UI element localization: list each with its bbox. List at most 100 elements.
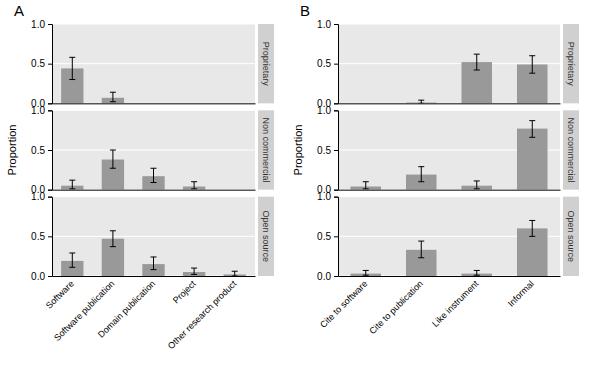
error-bar-cap [474, 270, 480, 271]
tick: 0.5 [31, 58, 52, 69]
error-bar [474, 270, 480, 275]
strip [563, 197, 579, 276]
error-bar-cap [363, 181, 369, 182]
axis-line [48, 111, 53, 190]
bar [517, 129, 548, 190]
x-axis [53, 190, 256, 191]
tick-mark [48, 150, 52, 151]
error-bar [529, 56, 535, 73]
error-bar [191, 182, 197, 189]
error-bar-stem [234, 271, 235, 276]
error-bar [151, 257, 157, 270]
tick-mark [334, 197, 338, 198]
axis-line [334, 25, 339, 104]
error-bar-stem [112, 150, 113, 168]
y-axis: 0.00.51.0 [317, 191, 338, 281]
error-bar-stem [365, 270, 366, 275]
tick-label: 0.0 [31, 271, 45, 282]
error-bar-cap [474, 180, 480, 181]
error-bar-cap [529, 137, 535, 138]
tick: 1.0 [317, 191, 338, 202]
error-bar-stem [532, 56, 533, 73]
y-axis-title: Proportion [6, 125, 18, 176]
tick-label: Like instrument [430, 278, 481, 329]
tick-mark [48, 110, 52, 111]
tick: Cite to software [318, 276, 369, 330]
tick: Domain publication [96, 276, 157, 340]
error-bar-cap [69, 188, 75, 189]
tick: 0.5 [317, 231, 338, 242]
error-bar-stem [194, 268, 195, 274]
tick-label: 0.5 [31, 58, 45, 69]
tick-mark [48, 64, 52, 65]
grid [338, 110, 560, 189]
axis-line [48, 25, 53, 104]
grid [52, 110, 255, 189]
axis-line [339, 103, 561, 104]
error-bar-cap [529, 220, 535, 221]
facet: 0.00.51.0 [31, 19, 255, 109]
facet: 0.00.51.0Cite to softwareCite to publica… [317, 191, 560, 336]
tick: 0.5 [317, 145, 338, 156]
x-axis [339, 190, 561, 191]
marks [61, 231, 246, 276]
strip [258, 197, 274, 276]
tick-label: Other research product [166, 278, 239, 351]
error-bar-cap [110, 150, 116, 151]
tick: 1.0 [31, 19, 52, 30]
error-bar [474, 54, 480, 70]
grid [338, 24, 560, 103]
bar [224, 189, 246, 190]
tick-label: 1.0 [31, 191, 45, 202]
chart: A0.00.51.0Proprietary0.00.51.0Non commer… [0, 0, 600, 379]
grid-line [52, 24, 255, 25]
error-bar-stem [72, 180, 73, 189]
tick-mark [48, 103, 52, 104]
strip [563, 110, 579, 189]
error-bar-cap [151, 256, 157, 257]
strip-label: Proprietary [566, 42, 576, 87]
error-bar-stem [72, 253, 73, 267]
bar [183, 103, 205, 104]
error-bar [69, 253, 75, 267]
tick-label: 1.0 [317, 105, 331, 116]
error-bar-cap [69, 57, 75, 58]
tick: Other research product [166, 276, 239, 351]
panel-title: B [300, 2, 310, 19]
tick-mark [334, 150, 338, 151]
plot-background [338, 110, 560, 189]
tick-label: 1.0 [317, 19, 331, 30]
tick: 0.5 [317, 58, 338, 69]
axis-line [48, 197, 53, 276]
x-axis: Cite to softwareCite to publicationLike … [318, 276, 560, 336]
error-bar-stem [153, 257, 154, 270]
error-bar-stem [72, 57, 73, 79]
error-bar-cap [191, 188, 197, 189]
error-bar-cap [151, 182, 157, 183]
error-bar [363, 270, 369, 275]
error-bar-cap [418, 166, 424, 167]
error-bar-stem [476, 54, 477, 70]
error-bar [69, 57, 75, 79]
error-bar-cap [363, 270, 369, 271]
error-bar [151, 168, 157, 182]
tick: Like instrument [430, 276, 481, 329]
marks [406, 54, 548, 103]
marks [350, 220, 547, 276]
grid [338, 197, 560, 276]
error-bar-cap [529, 236, 535, 237]
tick-mark [48, 276, 52, 277]
error-bar-cap [110, 101, 116, 102]
strip-label: Non commercial [566, 117, 576, 182]
tick: 1.0 [31, 191, 52, 202]
error-bar-cap [151, 269, 157, 270]
error-bar [418, 167, 424, 182]
tick-mark [334, 190, 338, 191]
tick-mark [334, 64, 338, 65]
tick-mark [334, 103, 338, 104]
error-bar-cap [110, 168, 116, 169]
y-axis: 0.00.51.0 [31, 105, 52, 195]
axis-line [334, 197, 339, 276]
tick: 0.0 [31, 271, 52, 282]
y-axis-title: Proportion [292, 125, 304, 176]
